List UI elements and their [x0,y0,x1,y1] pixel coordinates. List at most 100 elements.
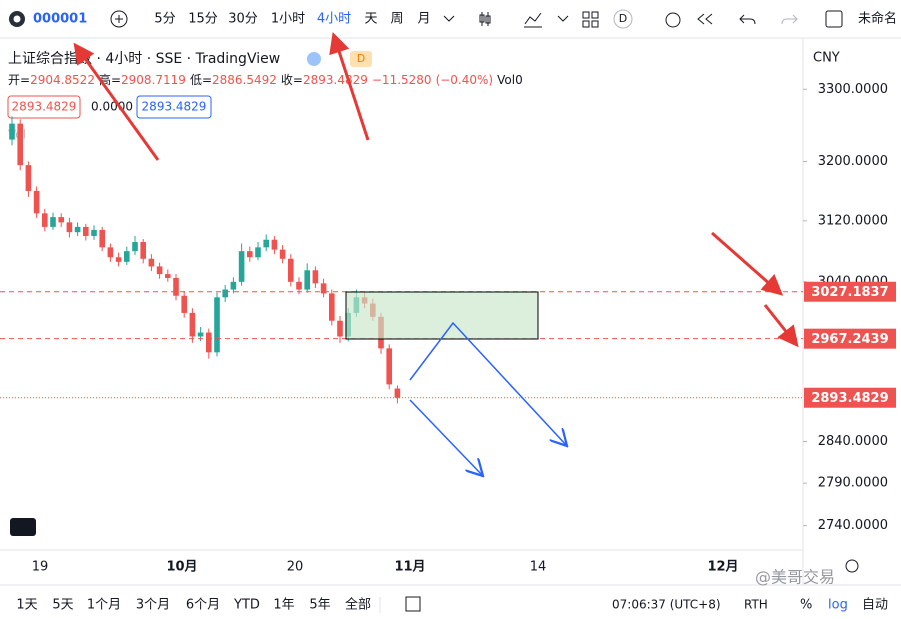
price-axis: 3300.00003200.00003120.00003040.00002840… [803,82,896,533]
candle-body [156,266,163,275]
y-tick-label: 2740.0000 [818,518,888,533]
candle-body [247,251,253,258]
candle-body [288,258,294,282]
interval-button[interactable]: 4小时 [317,12,351,27]
range-button[interactable]: 5天 [52,598,73,613]
x-tick-label: 11月 [394,560,425,575]
layout-checkbox[interactable] [825,10,843,28]
range-button[interactable]: 全部 [345,597,371,613]
alert-button[interactable] [665,12,681,28]
replay-button[interactable] [697,13,713,25]
candle-body [296,281,302,290]
undo-button[interactable] [739,14,756,25]
layout-button-part [582,20,590,28]
y-tick-label: 3200.0000 [818,154,888,169]
date-range-button[interactable] [405,596,421,612]
candle-body [148,258,155,267]
layout-name[interactable]: 未命名 [858,11,897,27]
annotation-arrow [73,42,160,161]
candle-body [279,249,286,259]
candle-body [140,242,146,259]
open-label: 开= [8,73,30,87]
candle-body [320,283,327,294]
price-label-bg [804,328,896,349]
candle-body [25,165,32,191]
range-button[interactable]: YTD [233,598,260,613]
interval-dropdown[interactable] [443,15,455,22]
candle-body [386,348,392,385]
chart-style-button[interactable] [479,12,491,26]
interval-group: 5分 15分 30分 1小时 4小时天周月 [154,12,430,27]
range-box[interactable] [345,291,539,340]
indicators-button[interactable] [524,12,542,28]
range-button[interactable]: 5年 [309,598,330,613]
projection-arrow[interactable] [409,321,567,446]
y-tick-label: 3120.0000 [818,213,888,228]
range-button[interactable]: 6个月 [186,598,220,613]
interval-button[interactable]: 1小时 [271,12,305,27]
spread: 0.0000 [91,100,133,114]
close-label: 收= [281,73,303,87]
range-button[interactable]: 1年 [273,598,294,613]
session[interactable]: RTH [744,598,768,612]
y-tick-label: 3300.0000 [818,82,888,97]
currency[interactable]: CNY [813,51,840,66]
interval-button[interactable]: 天 [364,12,377,27]
buy-box[interactable] [136,95,212,119]
interval-button[interactable]: 周 [390,12,403,27]
projection-arrow[interactable] [409,399,483,476]
sell-price[interactable]: 2893.4829 [12,100,77,114]
sell-box[interactable] [7,95,81,119]
badge-circle[interactable] [613,9,633,29]
plot-area [0,116,803,404]
volume: Vol0 [497,73,523,87]
candle-body [58,217,64,223]
legend-badge: D [357,52,365,65]
x-tick-label: 12月 [707,560,738,575]
x-tick-label: 10月 [166,560,197,575]
annotation-arrow [329,32,370,141]
candle-body [337,320,343,337]
candle-body [165,274,171,278]
indicators-dropdown[interactable] [557,15,569,22]
y-tick-label: 2790.0000 [818,476,888,491]
low-label: 低= [190,73,212,87]
y-tick-label: 2840.0000 [818,434,888,449]
price-label: 2893.4829 [811,391,888,406]
layout-button[interactable] [582,11,590,19]
range-button[interactable]: 1天 [16,598,37,613]
settings-button[interactable] [845,559,859,573]
add-symbol-button[interactable] [110,10,128,28]
interval-button[interactable]: 5分 [154,12,175,27]
high-value: 2908.7119 [121,73,186,87]
tv-logo[interactable] [10,518,36,536]
candle-body [173,277,179,296]
price-label: 2967.2439 [811,332,888,347]
change: −11.5280 [372,73,432,87]
x-tick-label: 19 [32,560,49,575]
x-tick-label: 14 [530,560,547,575]
interval-button[interactable]: 15分 [188,12,218,27]
buy-price[interactable]: 2893.4829 [142,100,207,114]
legend-title: 上证综合指数 · 4小时 · SSE · TradingView [8,51,280,67]
interval-button[interactable]: 月 [417,12,430,27]
candle-body [238,251,245,282]
auto-toggle[interactable]: 自动 [862,598,888,613]
candle-body [255,247,261,258]
redo-button[interactable] [781,14,798,25]
range-button[interactable]: 3个月 [136,598,170,613]
legend-badge-bg [350,51,372,67]
price-label-bg [804,387,896,408]
candle-body [304,270,310,290]
candle-body [74,226,81,233]
candle-body [263,239,269,248]
high-label: 高= [99,72,121,87]
candle-body [99,229,105,248]
range-button[interactable]: 1个月 [87,598,121,613]
candle-body [17,123,23,166]
open-value: 2904.8522 [30,73,95,87]
log-toggle[interactable]: log [828,598,848,613]
interval-button[interactable]: 30分 [228,12,258,27]
symbol[interactable]: 000001 [33,12,87,27]
percent-toggle[interactable]: % [800,598,812,613]
